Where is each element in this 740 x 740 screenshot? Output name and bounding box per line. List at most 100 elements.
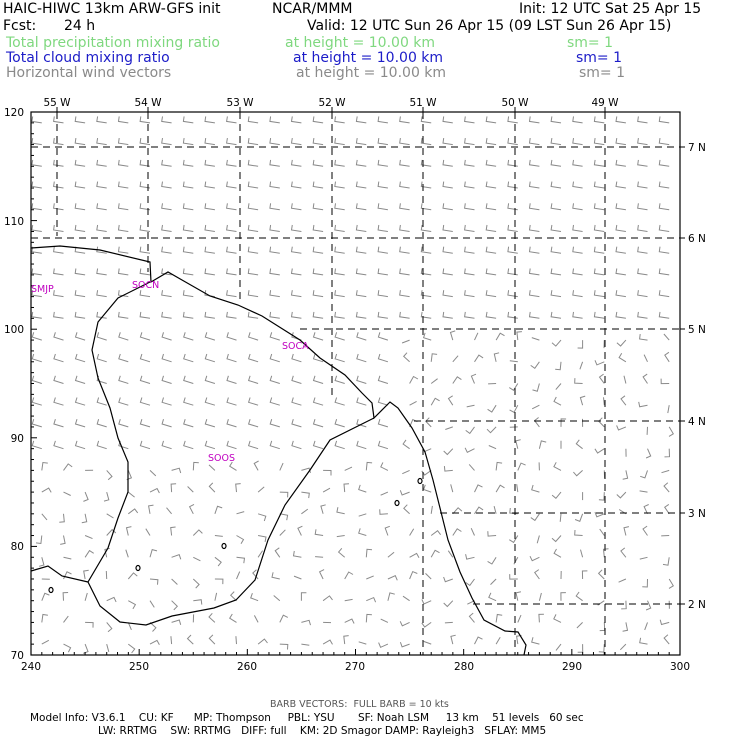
wind-barb xyxy=(615,203,626,211)
wind-barb xyxy=(355,246,367,254)
wind-barb xyxy=(183,440,194,450)
wind-barb xyxy=(572,268,583,276)
wind-barb xyxy=(643,354,648,363)
wind-barb xyxy=(53,290,64,298)
wind-barb xyxy=(41,613,48,623)
wind-barb xyxy=(226,116,237,124)
wind-barb xyxy=(615,138,626,146)
wind-barb xyxy=(226,138,237,146)
wind-barb xyxy=(409,400,417,406)
wind-barb xyxy=(106,596,117,603)
wind-barb xyxy=(269,290,280,298)
wind-barb xyxy=(399,138,410,146)
wind-barb xyxy=(236,511,245,515)
wind-barb xyxy=(495,636,501,645)
wind-barb xyxy=(399,642,410,648)
wind-barb xyxy=(638,401,648,408)
wind-barb xyxy=(204,203,215,211)
wind-barb xyxy=(204,159,215,167)
wind-barb xyxy=(442,116,453,124)
wind-barb xyxy=(470,527,475,536)
wind-barb xyxy=(63,556,72,560)
wind-barb xyxy=(668,426,674,437)
wind-barb xyxy=(74,311,86,319)
wind-barb xyxy=(83,643,89,654)
wind-barb xyxy=(377,311,388,319)
island-4 xyxy=(135,564,141,572)
wind-barb xyxy=(96,353,107,363)
wind-barb xyxy=(639,637,648,645)
wind-barb xyxy=(31,311,42,319)
wind-barb xyxy=(41,461,48,471)
wind-barb xyxy=(183,375,194,384)
wind-barb xyxy=(106,622,113,633)
wind-barb xyxy=(63,643,72,653)
wind-barb xyxy=(128,600,137,610)
wind-barb xyxy=(149,639,160,646)
wind-barb xyxy=(334,397,345,406)
wind-barb xyxy=(334,116,345,124)
wind-barb xyxy=(291,419,302,428)
wind-barb xyxy=(593,138,605,146)
wind-barb xyxy=(269,268,280,276)
wind-barb xyxy=(553,462,562,471)
wind-barb xyxy=(420,224,432,232)
wind-barb xyxy=(593,203,605,211)
wind-barb xyxy=(420,246,432,254)
wind-barb xyxy=(334,159,345,167)
wind-barb xyxy=(226,353,237,363)
wind-barb xyxy=(322,487,331,493)
wind-barb xyxy=(161,159,172,167)
wind-barb xyxy=(161,138,172,146)
wind-barb xyxy=(106,470,113,481)
wind-barb xyxy=(598,644,605,653)
wind-barb xyxy=(257,550,264,558)
wind-barb xyxy=(170,483,177,493)
wind-barb xyxy=(31,375,42,384)
wind-barb xyxy=(442,181,453,189)
wind-barb xyxy=(377,375,389,384)
lon-label-49w: 49 W xyxy=(591,97,619,109)
axis-ticks xyxy=(30,107,685,656)
wind-barb xyxy=(399,290,410,298)
wind-barb xyxy=(312,268,324,276)
wind-barb xyxy=(637,203,648,211)
wind-barb xyxy=(271,572,280,580)
wind-barb xyxy=(620,395,627,406)
wind-barb xyxy=(118,419,129,428)
wind-barb xyxy=(208,612,216,623)
wind-barb xyxy=(377,397,389,406)
wind-barb xyxy=(312,224,324,232)
wind-barb xyxy=(474,354,484,363)
wind-barb xyxy=(74,224,86,232)
wind-barb xyxy=(149,470,157,477)
wind-barb xyxy=(334,419,345,428)
wind-barb xyxy=(139,203,151,211)
wind-barb xyxy=(292,550,302,558)
wind-barb xyxy=(41,592,50,601)
wind-barb xyxy=(637,116,648,124)
wind-barb xyxy=(236,535,245,545)
wind-barb xyxy=(528,290,540,298)
wind-barb xyxy=(229,613,237,623)
island-2 xyxy=(394,499,400,507)
wind-barb xyxy=(387,592,395,601)
wind-barb xyxy=(420,311,432,319)
wind-barb xyxy=(536,535,540,544)
wind-barb xyxy=(528,311,540,319)
wind-barb xyxy=(658,246,670,254)
wind-barb xyxy=(658,181,670,189)
wind-barb xyxy=(247,203,259,211)
wind-barb xyxy=(236,556,246,564)
wind-barb xyxy=(236,571,241,580)
wind-barb xyxy=(594,511,605,518)
wind-barb xyxy=(355,268,367,276)
wind-barb xyxy=(183,419,194,428)
wind-barb xyxy=(579,395,586,406)
wind-barb xyxy=(443,466,453,472)
wind-barb xyxy=(550,290,562,298)
wind-barb xyxy=(358,528,367,536)
wind-barb xyxy=(485,181,497,189)
wind-barb xyxy=(204,268,215,276)
wind-barb xyxy=(509,404,519,413)
